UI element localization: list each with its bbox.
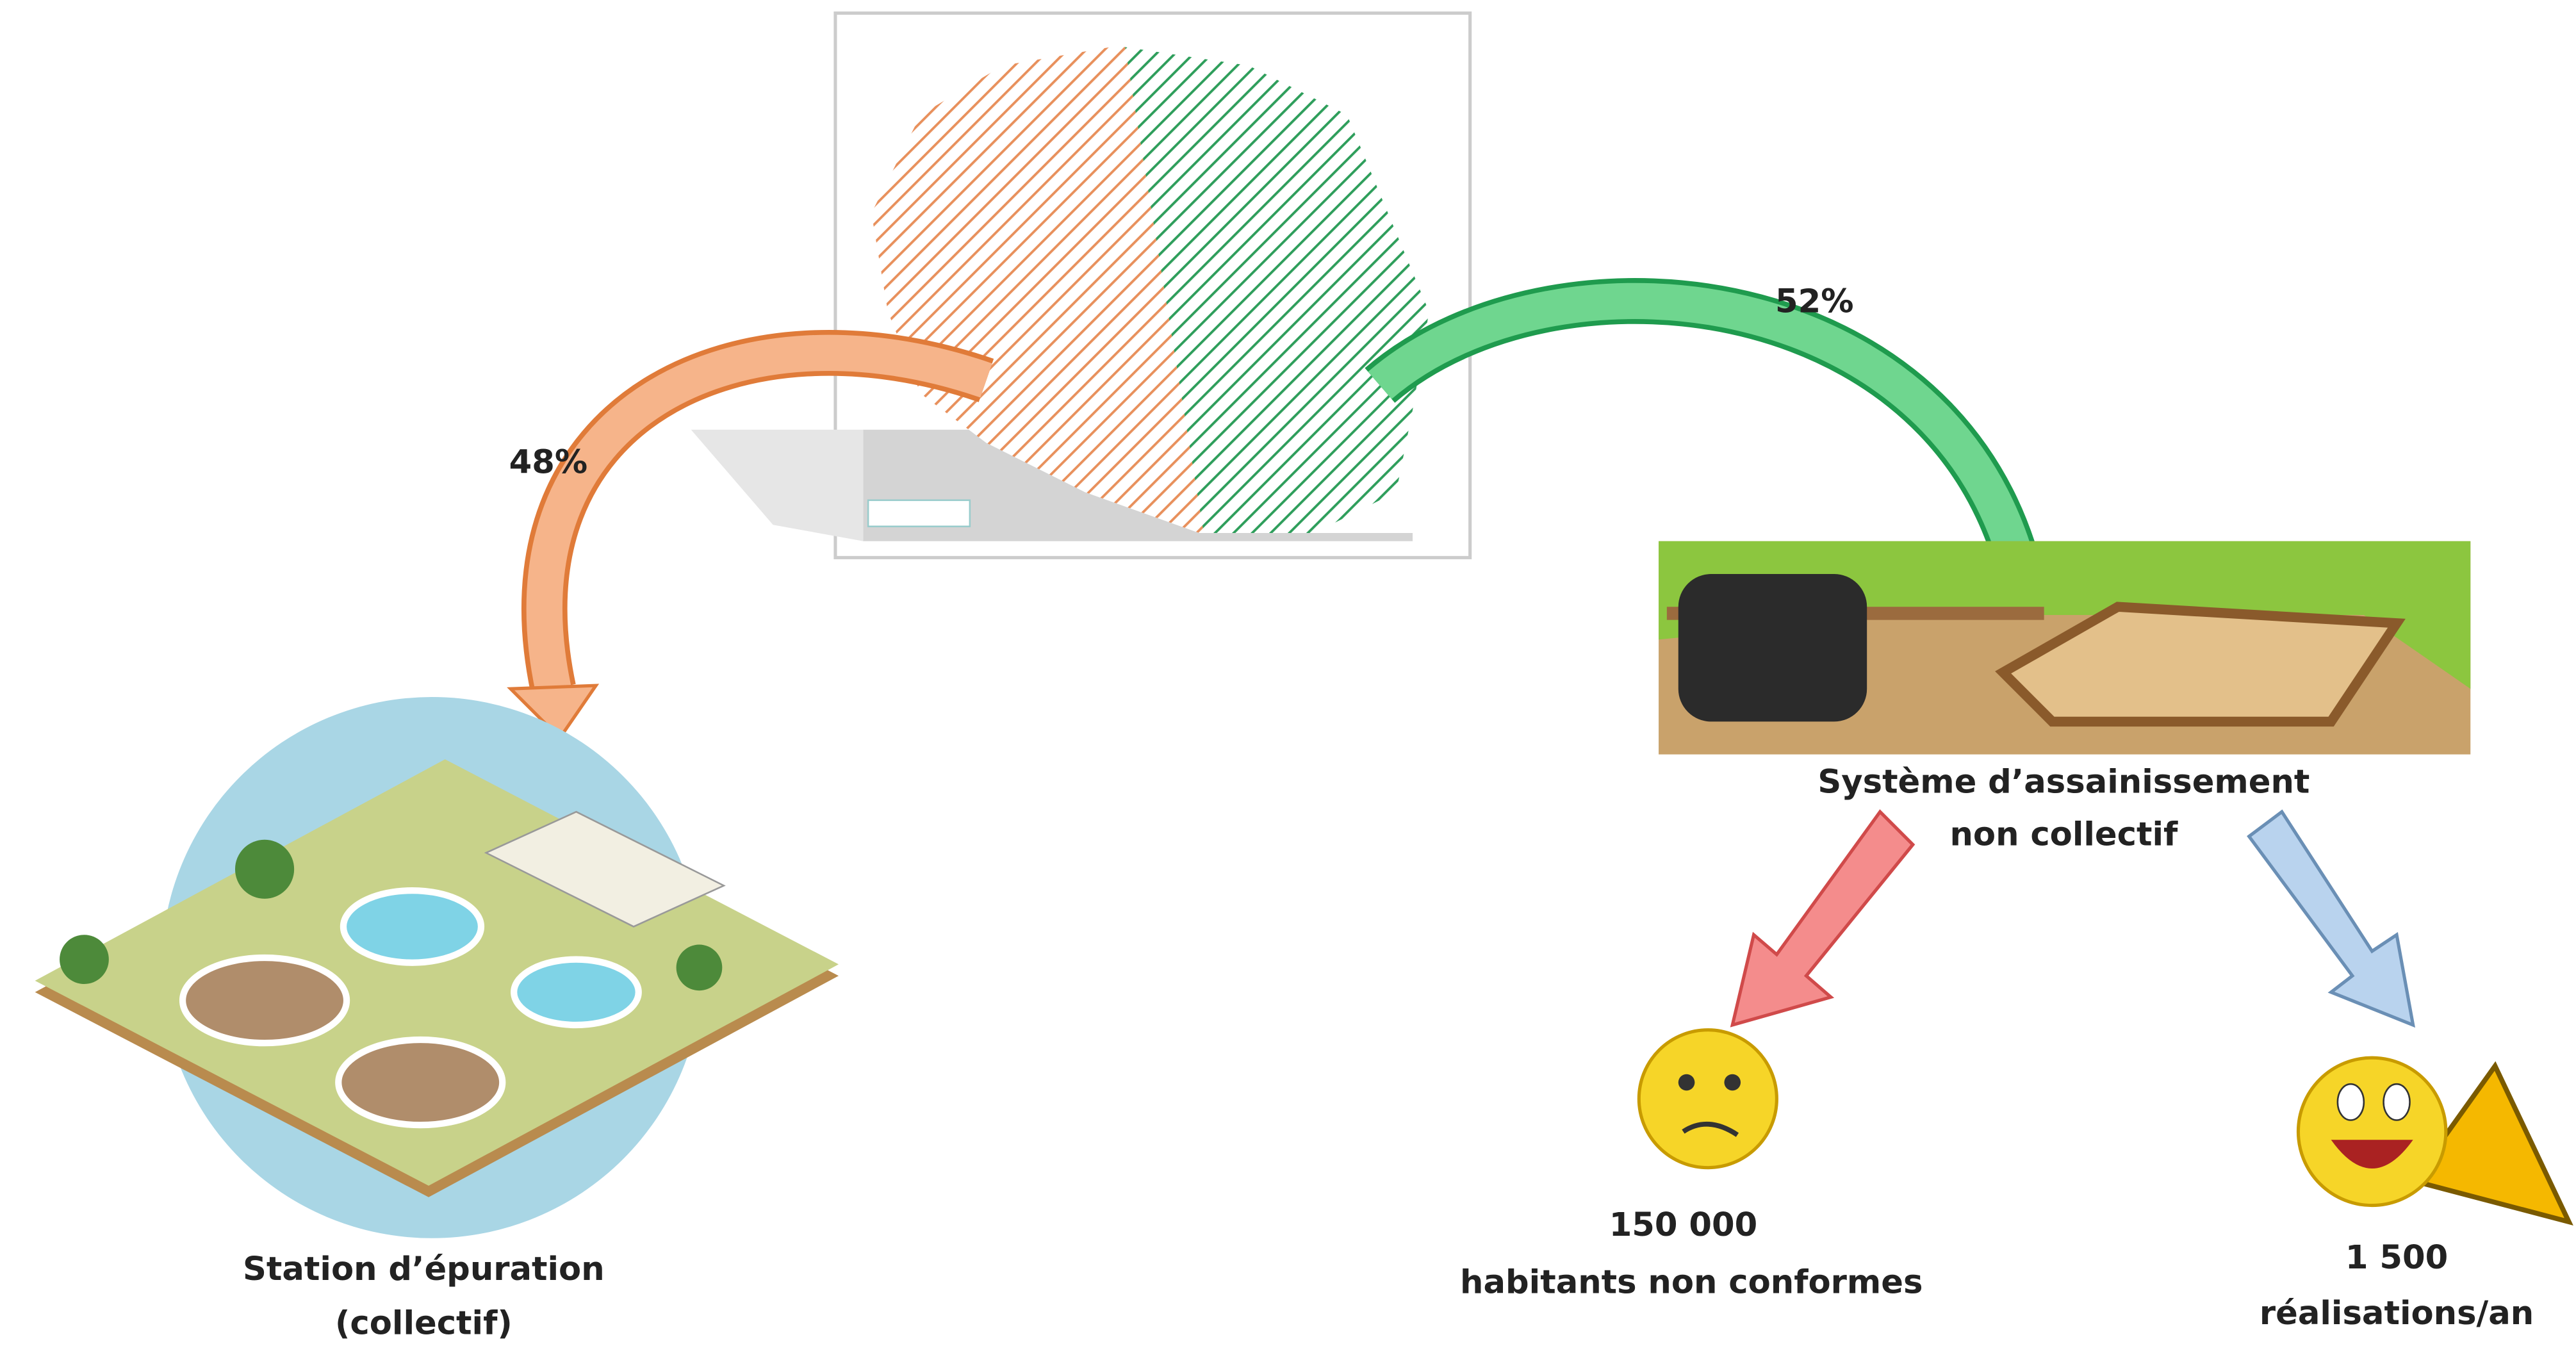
map-shadow (691, 429, 864, 541)
mouth (1682, 1122, 1739, 1137)
map-shadow (863, 429, 1413, 541)
station-label: (collectif) (335, 1304, 513, 1342)
tree (676, 944, 723, 991)
arrow-orange (526, 334, 992, 693)
system-label: non collectif (1949, 816, 2178, 854)
eye (2383, 1083, 2411, 1121)
happy-face (2296, 1056, 2573, 1226)
mouth (2331, 1140, 2413, 1168)
work-sign (2409, 1061, 2573, 1226)
station-illustration (35, 697, 839, 1238)
count: 1 500 (2345, 1238, 2448, 1277)
count: 150 000 (1609, 1206, 1758, 1244)
basin (179, 954, 350, 1047)
system-label: Système d’assainissement (1817, 763, 2309, 801)
station-label: Station d’épuration (243, 1250, 605, 1288)
percent-label: 48% (509, 443, 588, 481)
basin (335, 1036, 506, 1129)
tank (1678, 574, 1867, 722)
eye (1678, 1074, 1695, 1091)
spreading-field (1995, 602, 2406, 727)
count-label: habitants non conformes (1460, 1263, 1923, 1301)
arrow-red (1730, 809, 1916, 1028)
grass (1659, 541, 2471, 689)
face (1637, 1028, 1778, 1170)
arrow-green (1368, 283, 2047, 626)
tree (60, 935, 109, 984)
basin (340, 887, 485, 966)
map-legend (867, 499, 971, 528)
count-label: réalisations/an (2260, 1294, 2534, 1332)
septic-illustration (1659, 541, 2471, 755)
eye (1724, 1074, 1741, 1091)
percent-label: 52% (1775, 283, 1854, 321)
eye (2336, 1083, 2365, 1121)
tree (234, 839, 295, 899)
basin (511, 956, 642, 1029)
face (2296, 1056, 2448, 1208)
map (691, 11, 1472, 559)
arrow-blue (2247, 809, 2416, 1028)
building (484, 810, 726, 928)
arrow-head (507, 684, 600, 741)
unhappy-face (1637, 1028, 1778, 1170)
